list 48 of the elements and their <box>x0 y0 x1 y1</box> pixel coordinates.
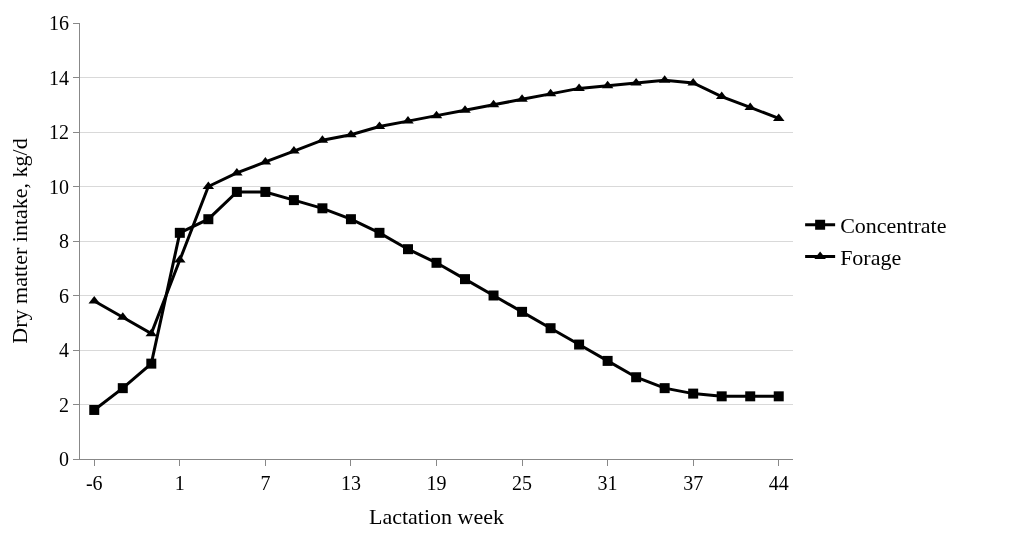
point <box>203 214 214 225</box>
point <box>231 186 242 197</box>
point <box>488 290 499 301</box>
y-tick-label: 16 <box>49 12 69 34</box>
point <box>631 372 642 383</box>
point <box>89 404 100 415</box>
point <box>345 129 357 138</box>
point <box>174 227 185 238</box>
legend-label: Forage <box>840 244 902 270</box>
point <box>574 339 585 350</box>
y-tick-label: 0 <box>59 448 69 470</box>
point <box>688 388 699 399</box>
point <box>260 186 271 197</box>
point <box>602 355 613 366</box>
point <box>517 306 528 317</box>
point <box>716 391 727 402</box>
point <box>402 244 413 255</box>
x-tick-label: 19 <box>426 472 447 494</box>
y-tick-label: 2 <box>59 393 69 416</box>
y-tick-label: 6 <box>59 284 69 307</box>
y-tick-label: 10 <box>49 175 69 198</box>
point <box>345 214 356 225</box>
x-tick-label: 44 <box>768 472 789 494</box>
point <box>659 383 670 394</box>
x-tick-label: 7 <box>260 472 271 494</box>
y-tick-label: 12 <box>49 121 69 143</box>
x-tick-label: 31 <box>597 472 618 494</box>
point <box>146 358 157 369</box>
point <box>545 323 556 334</box>
x-tick-label: 37 <box>683 472 704 494</box>
y-tick-label: 8 <box>59 230 69 252</box>
x-tick-label: 1 <box>174 472 185 494</box>
point <box>288 195 299 206</box>
x-tick-label: 13 <box>340 472 361 494</box>
y-tick-label: 14 <box>49 66 69 89</box>
point <box>745 391 756 402</box>
legend-label: Concentrate <box>840 213 947 239</box>
x-tick-label: 25 <box>512 472 533 494</box>
point <box>317 203 328 214</box>
y-tick-label: 4 <box>59 339 69 361</box>
x-axis-title: Lactation week <box>369 503 504 529</box>
point <box>773 391 784 402</box>
point <box>374 227 385 238</box>
point <box>117 383 128 394</box>
point <box>431 257 442 268</box>
y-axis-title: Dry matter intake, kg/d <box>6 138 32 344</box>
point <box>460 274 471 285</box>
x-tick-label: -6 <box>85 472 103 494</box>
